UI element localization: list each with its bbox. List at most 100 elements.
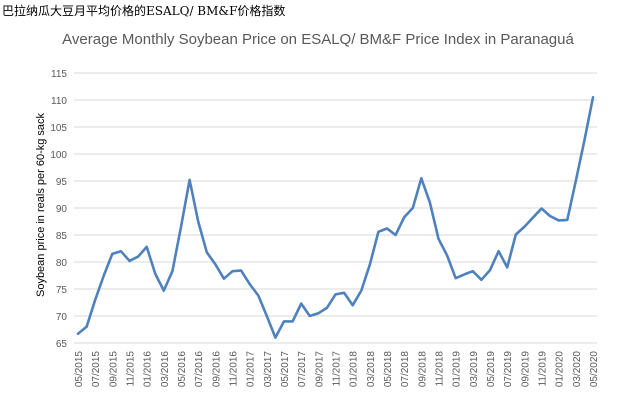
x-tick-label: 03/2017 [263, 351, 274, 388]
data-point [197, 220, 199, 222]
series-group [76, 96, 595, 339]
data-point [497, 250, 499, 252]
data-point [463, 273, 465, 275]
data-point [549, 215, 551, 217]
y-tick-label: 90 [56, 204, 68, 215]
data-point [163, 289, 165, 291]
x-tick-label: 11/2016 [229, 351, 240, 387]
data-point [77, 333, 79, 335]
data-point [103, 274, 105, 276]
y-tick-label: 100 [50, 150, 67, 161]
data-point [489, 269, 491, 271]
data-point [283, 320, 285, 322]
data-point [180, 226, 182, 228]
data-point [377, 231, 379, 233]
x-tick-label: 05/2020 [589, 351, 600, 388]
data-point [266, 315, 268, 317]
data-point [523, 226, 525, 228]
data-point [540, 207, 542, 209]
data-point [291, 320, 293, 322]
data-point [566, 219, 568, 221]
x-tick-label: 09/2016 [211, 351, 222, 388]
x-tick-label: 01/2017 [246, 351, 257, 388]
data-point [240, 269, 242, 271]
x-tick-label: 11/2019 [538, 351, 549, 387]
x-tick-label: 09/2015 [108, 351, 119, 388]
x-tick-label: 05/2017 [280, 351, 291, 388]
data-point [360, 289, 362, 291]
y-tick-label: 110 [51, 96, 67, 107]
data-point [257, 294, 259, 296]
y-tick-label: 105 [50, 123, 67, 134]
data-point [248, 283, 250, 285]
data-point [188, 179, 190, 181]
data-point [437, 238, 439, 240]
x-tick-label: 11/2017 [332, 351, 343, 387]
x-tick-label: 01/2018 [349, 351, 360, 388]
x-tick-label: 11/2018 [435, 351, 446, 387]
y-tick-label: 65 [56, 339, 68, 350]
chinese-caption: 巴拉纳瓜大豆月平均价格的ESALQ/ BM&F价格指数 [2, 4, 286, 18]
data-point [472, 270, 474, 272]
data-point [369, 264, 371, 266]
y-tick-labels: 65 70 75 80 85 90 95 100 105 110 115 [50, 69, 67, 350]
data-point [317, 312, 319, 314]
x-tick-label: 03/2019 [469, 351, 480, 388]
data-point [137, 255, 139, 257]
data-point [223, 278, 225, 280]
x-tick-label: 05/2019 [486, 351, 497, 388]
data-point [128, 260, 130, 262]
x-tick-label: 07/2017 [297, 351, 308, 388]
x-tick-label: 01/2016 [143, 351, 154, 388]
data-point [583, 139, 585, 141]
x-tick-label: 07/2019 [503, 351, 514, 388]
data-point [154, 273, 156, 275]
data-point [309, 315, 311, 317]
y-tick-label: 115 [51, 69, 67, 80]
x-tick-label: 07/2016 [194, 351, 205, 388]
chart-title: Average Monthly Soybean Price on ESALQ/ … [62, 31, 574, 48]
data-point [575, 180, 577, 182]
data-point [394, 234, 396, 236]
x-tick-label: 05/2018 [383, 351, 394, 388]
y-tick-label: 85 [56, 231, 68, 242]
data-point [145, 246, 147, 248]
data-point [351, 304, 353, 306]
data-point [171, 270, 173, 272]
data-point [206, 251, 208, 253]
data-point [334, 293, 336, 295]
x-tick-label: 05/2015 [74, 351, 85, 388]
data-point [111, 253, 113, 255]
data-point [120, 250, 122, 252]
data-point [446, 254, 448, 256]
x-tick-label: 09/2018 [417, 351, 428, 388]
x-tick-labels: 05/2015 07/2015 09/2015 11/2015 01/2016 03/20… [74, 351, 600, 388]
gridlines [74, 72, 597, 344]
y-tick-label: 75 [56, 285, 68, 296]
y-axis-label: Soybean price in reals per 60-kg sack [35, 112, 47, 297]
y-tick-label: 95 [56, 177, 68, 188]
data-point [386, 227, 388, 229]
data-point [429, 201, 431, 203]
data-point [94, 299, 96, 301]
data-point [403, 216, 405, 218]
series-line [76, 96, 595, 339]
data-point [506, 266, 508, 268]
x-tick-label: 01/2020 [555, 351, 566, 388]
data-point [343, 292, 345, 294]
x-tick-label: 09/2019 [520, 351, 531, 388]
x-tick-label: 03/2020 [572, 351, 583, 388]
x-tick-label: 09/2017 [314, 351, 325, 388]
x-tick-label: 05/2016 [177, 351, 188, 388]
data-point [454, 277, 456, 279]
data-point [274, 336, 276, 338]
y-tick-label: 70 [56, 312, 68, 323]
y-tick-label: 80 [56, 258, 68, 269]
data-point [412, 207, 414, 209]
data-point [592, 96, 594, 98]
data-point [300, 302, 302, 304]
data-point [85, 326, 87, 328]
data-point [326, 307, 328, 309]
data-point [214, 263, 216, 265]
